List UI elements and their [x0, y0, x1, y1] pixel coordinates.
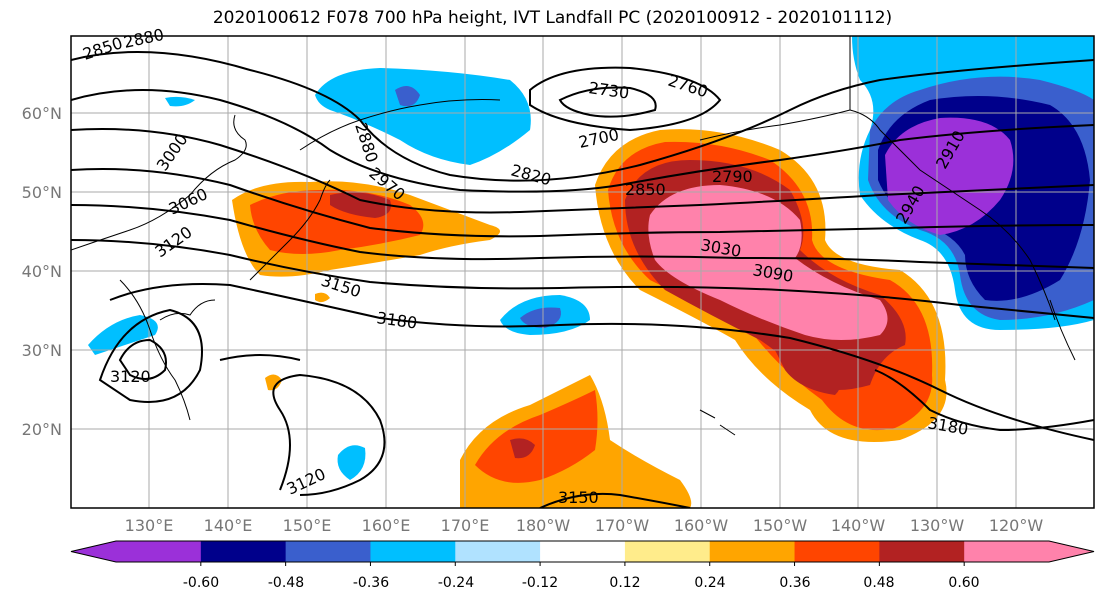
- contour-label: 3120: [110, 367, 151, 386]
- colorbar-segment: [540, 541, 626, 562]
- colorbar-outline: [70, 540, 1095, 563]
- sea-neg: [165, 96, 195, 107]
- pac-neg-mid: [520, 307, 561, 328]
- colorbar-extend-min: [71, 541, 116, 562]
- lon-label: 180°W: [516, 516, 571, 535]
- north-neg-outer: [315, 68, 531, 165]
- colorbar-segment: [709, 541, 796, 562]
- height-contours: [71, 51, 1094, 508]
- shading-layer: [88, 36, 1094, 508]
- lon-label: 150°W: [753, 516, 808, 535]
- north-neg-mid: [395, 86, 420, 107]
- colorbar-tick-label: 0.60: [948, 575, 979, 591]
- lon-label: 140°W: [831, 516, 886, 535]
- lat-label: 40°N: [22, 262, 62, 281]
- colorbar-tick-label: 0.36: [779, 575, 810, 591]
- japan-neg: [88, 315, 158, 355]
- lon-label: 130°W: [910, 516, 965, 535]
- contour-label: 2790: [712, 167, 753, 186]
- colorbar: [70, 540, 1095, 566]
- lat-label: 50°N: [22, 183, 62, 202]
- colorbar-tick-label: -0.36: [353, 575, 389, 591]
- lon-label: 170°E: [441, 516, 490, 535]
- lat-labels: 60°N 50°N 40°N 30°N 20°N: [22, 104, 62, 439]
- small-shade-2: [315, 292, 330, 303]
- map-title: 2020100612 F078 700 hPa height, IVT Land…: [212, 8, 893, 28]
- colorbar-tick-label: -0.12: [522, 575, 558, 591]
- colorbar-tick-label: 0.24: [694, 575, 725, 591]
- colorbar-tick-label: -0.24: [438, 575, 474, 591]
- colorbar-segment: [285, 541, 371, 562]
- colorbar-segment: [794, 541, 880, 562]
- colorbar-tick-label: -0.60: [183, 575, 219, 591]
- sub-shade-mid: [475, 390, 598, 483]
- asia-shade-core: [330, 192, 391, 218]
- lon-label: 120°W: [989, 516, 1044, 535]
- small-shade-1: [265, 374, 282, 391]
- na-neg-core: [885, 117, 1014, 235]
- lon-label: 160°E: [362, 516, 411, 535]
- coastlines: [71, 36, 1076, 436]
- lon-labels: 130°E 140°E 150°E 160°E 170°E 180°W 170°…: [125, 516, 1044, 535]
- sw-neg: [337, 445, 366, 480]
- colorbar-segment: [200, 541, 287, 562]
- colorbar-segment: [370, 541, 456, 562]
- lat-label: 20°N: [22, 420, 62, 439]
- colorbar-segment: [879, 541, 965, 562]
- lon-label: 160°W: [674, 516, 729, 535]
- contour-label: 2850: [625, 180, 666, 199]
- colorbar-tick-label: 0.12: [609, 575, 640, 591]
- colorbar-tick-label: 0.48: [863, 575, 894, 591]
- lon-label: 130°E: [125, 516, 174, 535]
- lat-label: 30°N: [22, 341, 62, 360]
- lon-label: 150°E: [283, 516, 332, 535]
- colorbar-segment: [116, 541, 202, 562]
- lat-label: 60°N: [22, 104, 62, 123]
- colorbar-segment: [624, 541, 711, 562]
- colorbar-segment: [964, 541, 1050, 562]
- lon-label: 140°E: [204, 516, 253, 535]
- colorbar-segment: [455, 541, 541, 562]
- colorbar-labels: -0.60 -0.48 -0.36 -0.24 -0.12 0.12 0.24 …: [183, 575, 980, 591]
- map-frame: [70, 35, 1095, 509]
- ar-shade-tail: [770, 340, 842, 395]
- gridlines: [71, 36, 1094, 508]
- ar-shade-core: [648, 185, 888, 340]
- colorbar-extend-max: [1049, 541, 1094, 562]
- colorbar-tick-label: -0.48: [268, 575, 304, 591]
- sub-shade-core: [510, 438, 535, 459]
- contour-label: 3150: [558, 488, 599, 507]
- lon-label: 170°W: [595, 516, 650, 535]
